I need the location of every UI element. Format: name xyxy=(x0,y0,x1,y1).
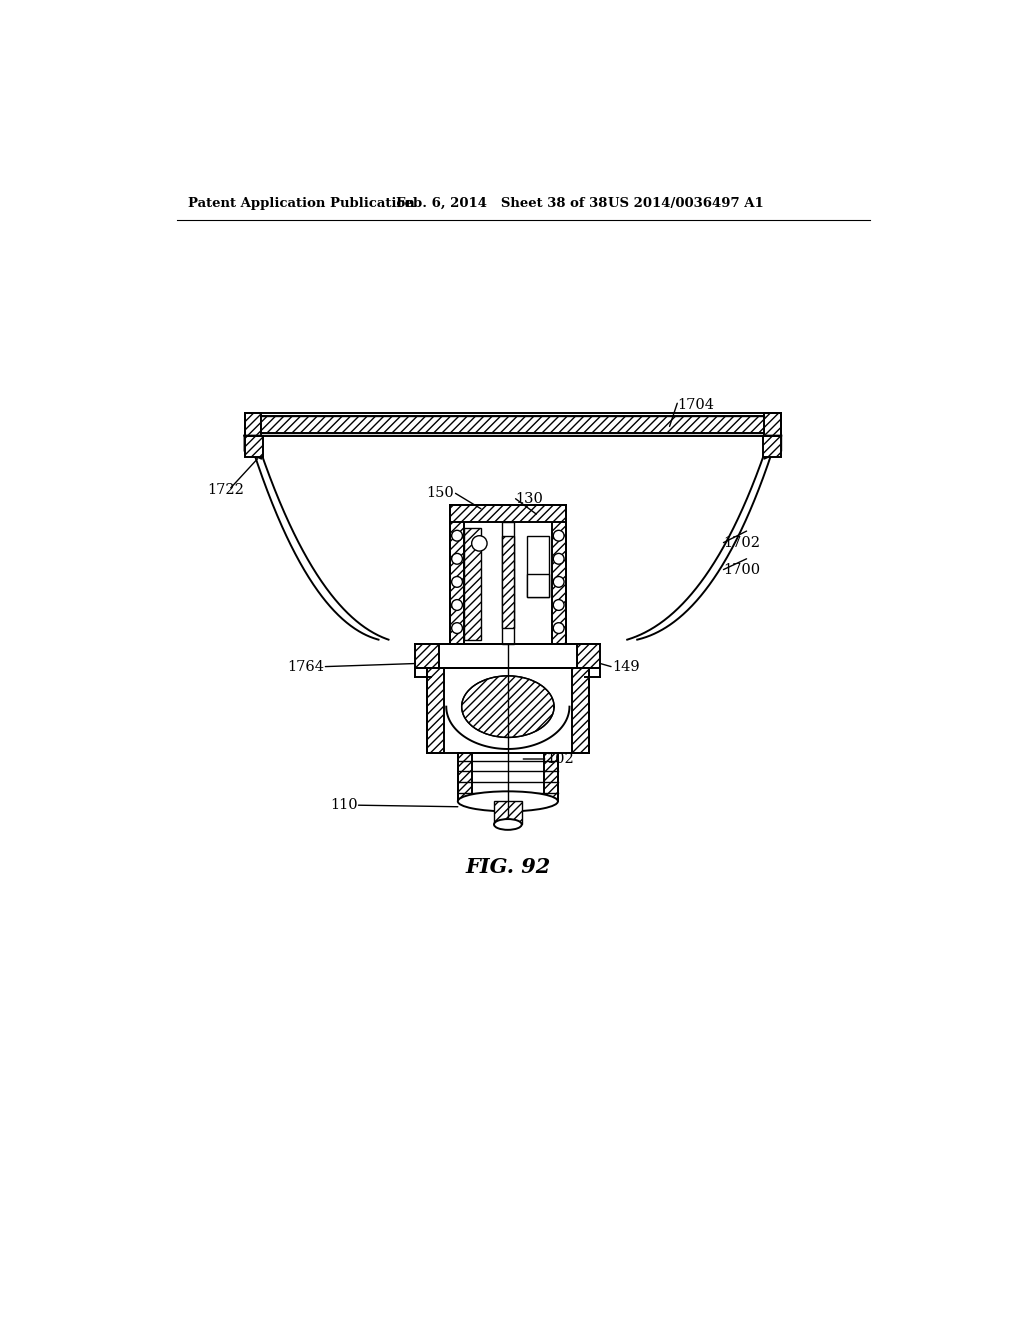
Ellipse shape xyxy=(494,818,521,830)
Circle shape xyxy=(452,599,463,610)
Text: 102: 102 xyxy=(547,752,574,766)
Text: 1700: 1700 xyxy=(724,564,761,577)
Text: Patent Application Publication: Patent Application Publication xyxy=(188,197,415,210)
Bar xyxy=(416,644,438,668)
Bar xyxy=(763,436,781,457)
Circle shape xyxy=(553,531,564,541)
Bar xyxy=(464,528,481,640)
Polygon shape xyxy=(245,436,261,459)
Bar xyxy=(552,504,565,644)
Circle shape xyxy=(472,536,487,552)
Bar xyxy=(451,504,464,644)
Text: FIG. 92: FIG. 92 xyxy=(465,857,551,876)
Bar xyxy=(464,521,552,644)
Text: 150: 150 xyxy=(426,486,454,500)
Bar xyxy=(261,416,764,433)
Bar xyxy=(527,574,549,598)
Bar xyxy=(427,668,444,752)
Bar xyxy=(245,413,261,436)
Ellipse shape xyxy=(458,792,558,812)
Circle shape xyxy=(452,531,463,541)
Bar xyxy=(544,752,558,801)
Circle shape xyxy=(553,623,564,634)
Bar xyxy=(494,801,521,825)
Circle shape xyxy=(553,599,564,610)
Text: 110: 110 xyxy=(330,799,357,812)
Bar xyxy=(502,536,514,628)
Text: 1764: 1764 xyxy=(288,660,325,673)
Text: US 2014/0036497 A1: US 2014/0036497 A1 xyxy=(608,197,764,210)
Bar xyxy=(458,752,472,801)
Text: 1722: 1722 xyxy=(208,483,245,496)
Circle shape xyxy=(452,623,463,634)
Bar xyxy=(451,506,565,521)
Bar xyxy=(578,644,600,668)
Bar xyxy=(444,668,571,752)
Bar xyxy=(438,644,578,668)
Bar xyxy=(571,668,589,752)
Circle shape xyxy=(553,553,564,564)
Circle shape xyxy=(452,577,463,587)
Circle shape xyxy=(452,553,463,564)
Polygon shape xyxy=(764,436,781,459)
Text: 149: 149 xyxy=(611,660,639,673)
Text: 1704: 1704 xyxy=(677,397,715,412)
Bar xyxy=(764,413,781,436)
Bar xyxy=(245,436,263,457)
Text: 1702: 1702 xyxy=(724,536,761,550)
Circle shape xyxy=(553,577,564,587)
Bar xyxy=(527,536,549,598)
Bar xyxy=(502,521,514,644)
Text: 130: 130 xyxy=(515,492,544,506)
Text: Feb. 6, 2014   Sheet 38 of 38: Feb. 6, 2014 Sheet 38 of 38 xyxy=(396,197,607,210)
